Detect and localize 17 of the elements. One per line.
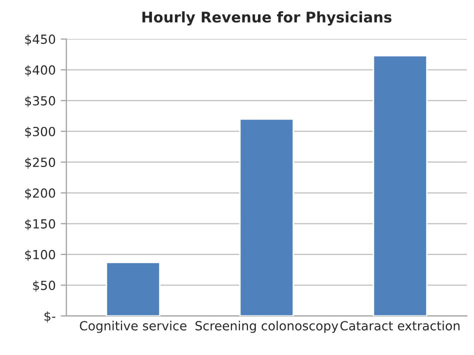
y-tick-label: $- bbox=[44, 311, 56, 323]
bar bbox=[372, 54, 428, 316]
y-tick-label: $300 bbox=[25, 126, 56, 138]
y-tick-label: $250 bbox=[25, 157, 56, 169]
bar bbox=[239, 118, 294, 316]
x-tick-label: Screening colonoscopy bbox=[196, 320, 338, 333]
y-tick-label: $100 bbox=[25, 250, 56, 262]
bar bbox=[106, 262, 161, 316]
y-tick-label: $200 bbox=[25, 188, 56, 200]
y-tick-label: $150 bbox=[25, 218, 56, 230]
y-tick-label: $50 bbox=[33, 280, 56, 292]
x-tick-label: Cataract extraction bbox=[340, 320, 460, 330]
chart-title: Hourly Revenue for Physicians bbox=[142, 11, 392, 26]
y-tick-label: $450 bbox=[25, 34, 56, 46]
y-tick-label: $400 bbox=[25, 65, 56, 76]
x-tick-label: Cognitive service bbox=[80, 320, 186, 333]
y-tick-label: $350 bbox=[25, 96, 56, 108]
